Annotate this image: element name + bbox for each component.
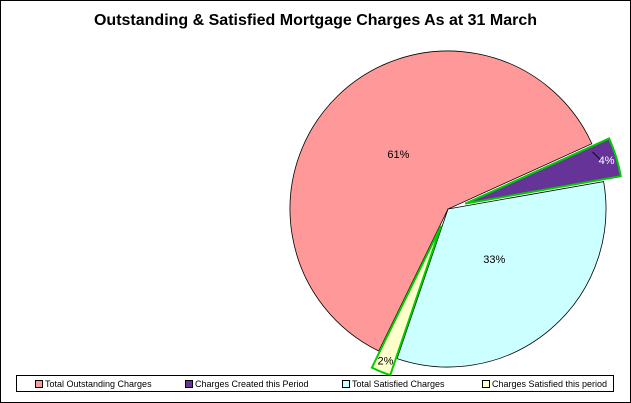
pie-label-charges-satisfied: 2%	[378, 356, 394, 368]
chart-legend: Total Outstanding Charges Charges Create…	[16, 375, 614, 392]
legend-label-charges-satisfied: Charges Satisfied this period	[492, 379, 608, 389]
legend-swatch-total-outstanding	[35, 379, 43, 388]
legend-label-total-satisfied: Total Satisfied Charges	[352, 379, 445, 389]
legend-label-charges-created: Charges Created this Period	[195, 379, 309, 389]
pie-label-charges-created: 4%	[599, 155, 615, 167]
legend-item-charges-created: Charges Created this Period	[185, 379, 309, 390]
legend-label-total-outstanding: Total Outstanding Charges	[45, 379, 152, 389]
legend-item-total-outstanding: Total Outstanding Charges	[35, 379, 152, 390]
pie-label-total-satisfied: 33%	[483, 254, 505, 266]
pie-slice-total-outstanding	[289, 50, 593, 352]
pie-label-total-outstanding: 61%	[387, 149, 409, 161]
legend-swatch-charges-satisfied	[482, 379, 490, 388]
pie-slice-charges-created	[464, 137, 622, 205]
legend-swatch-charges-created	[185, 379, 193, 388]
legend-swatch-total-satisfied	[342, 379, 350, 388]
pie-slice-total-satisfied	[396, 181, 607, 368]
legend-item-charges-satisfied: Charges Satisfied this period	[482, 379, 607, 390]
legend-item-total-satisfied: Total Satisfied Charges	[342, 379, 445, 390]
chart-title: Outstanding & Satisfied Mortgage Charges…	[93, 12, 538, 29]
leader-line-charges-created	[592, 151, 601, 161]
